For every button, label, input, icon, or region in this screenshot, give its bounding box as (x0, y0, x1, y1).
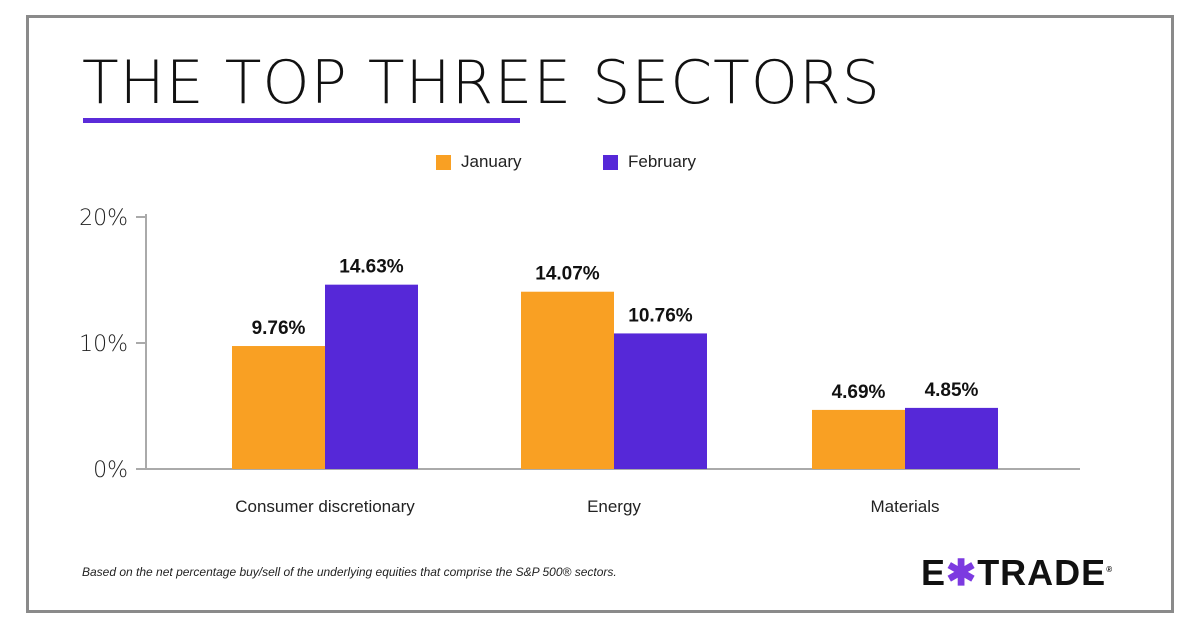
y-tick-label: 20% (79, 206, 128, 231)
legend-label: January (461, 152, 522, 171)
legend-swatch (436, 154, 451, 170)
frame (26, 15, 1174, 613)
x-tick-label: Materials (871, 497, 940, 516)
x-tick-label: Energy (587, 497, 641, 516)
bar-february (905, 407, 998, 469)
footnote: Based on the net percentage buy/sell of … (82, 565, 617, 579)
legend-january: January (436, 152, 521, 172)
y-tick-label: 10% (79, 332, 128, 357)
page-title: THE TOP THREE SECTORS (82, 48, 881, 118)
legend-swatch (603, 154, 618, 170)
bar-january (521, 291, 614, 469)
data-label: 14.63% (339, 257, 404, 278)
data-label: 14.07% (535, 264, 600, 285)
data-label: 4.85% (925, 380, 979, 401)
bar-january (232, 346, 325, 469)
y-tick-label: 0% (93, 458, 128, 483)
bar-february (325, 284, 418, 469)
x-tick-label: Consumer discretionary (235, 497, 415, 516)
title-underline (83, 118, 520, 123)
legend-february: February (603, 152, 696, 172)
bar-february (614, 333, 707, 469)
data-label: 9.76% (252, 318, 306, 339)
legend-label: February (628, 152, 697, 171)
data-label: 4.69% (832, 382, 886, 403)
bar-january (812, 409, 905, 469)
data-label: 10.76% (628, 305, 693, 326)
etrade-logo: E✱TRADE® (921, 552, 1114, 593)
